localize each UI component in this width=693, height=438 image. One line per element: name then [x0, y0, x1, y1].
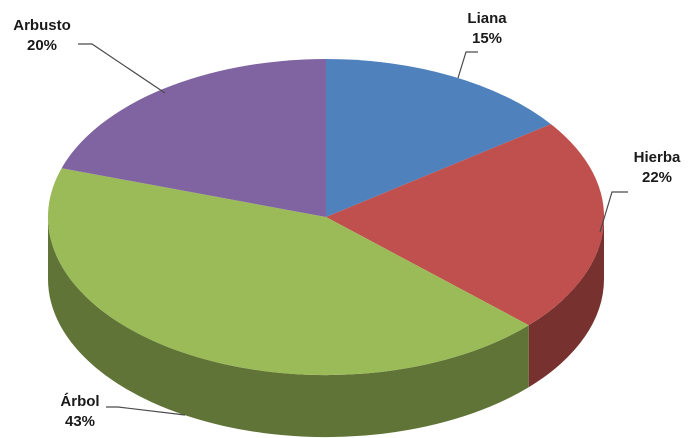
slice-name-label: Liana [467, 10, 507, 27]
pie-top-slices [47, 58, 605, 376]
pie-slice-hierba [326, 124, 605, 326]
pie-labels: Liana 15% Hierba 22% Árbol 43% Arbusto 20% [13, 10, 681, 430]
pie-slice-árbol [47, 168, 529, 376]
pie-side-hierba [528, 217, 605, 388]
leader-line-arbusto [78, 43, 166, 94]
slice-name-label: Hierba [634, 149, 681, 166]
pie-slice-liana [326, 58, 551, 217]
pie-side-árbol [47, 217, 529, 438]
slice-value-label: 43% [65, 413, 95, 430]
slice-value-label: 20% [27, 37, 57, 54]
slice-name-label: Árbol [60, 393, 99, 410]
pie-slice-arbusto [61, 59, 326, 217]
leader-line-liana [457, 51, 478, 79]
slice-value-label: 15% [472, 30, 502, 47]
leader-line-árbol [106, 406, 186, 416]
pie-3d-sides [47, 217, 605, 438]
slice-value-label: 22% [642, 169, 672, 186]
leader-line-hierba [599, 191, 628, 233]
slice-name-label: Arbusto [13, 17, 71, 34]
